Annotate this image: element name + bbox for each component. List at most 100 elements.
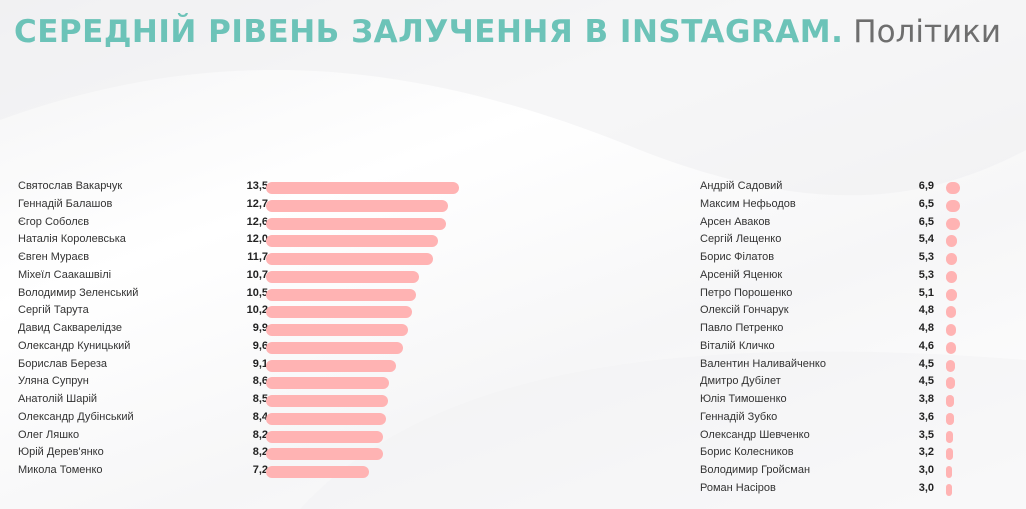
bar-category-label: Сергій Тарута	[18, 304, 89, 317]
title-sub: Політики	[853, 14, 1002, 50]
bar-value-label: 4,6	[918, 339, 934, 352]
bar-right-10	[946, 359, 956, 372]
bar-row: Дмитро Дубілет 4,5	[700, 373, 970, 391]
bar-value-label: 4,5	[918, 357, 934, 370]
bar-left-9	[266, 341, 404, 354]
bar-right-14	[946, 430, 954, 443]
bar-category-label: Микола Томенко	[18, 464, 103, 476]
bar-category-label: Уляна Супрун	[18, 375, 89, 388]
bar-row: Борислав Береза 9,1	[18, 356, 478, 374]
bar-right-13	[946, 412, 954, 425]
bar-value-label: 3,8	[918, 393, 934, 405]
bar-row: Олексій Гончарук 4,8	[700, 302, 970, 320]
bar-value-label: 9,1	[252, 357, 268, 370]
bar-row: Петро Порошенко 5,1	[700, 285, 970, 303]
bar-row: Давид Сакварелідзе 9,9	[18, 320, 478, 338]
bar-value-label: 10,5	[246, 286, 268, 299]
bar-left-2	[266, 217, 447, 230]
bar-category-label: Петро Порошенко	[700, 286, 793, 299]
bar-category-label: Павло Петренко	[700, 322, 784, 334]
bar-category-label: Віталій Кличко	[700, 339, 775, 352]
bar-value-label: 3,6	[918, 410, 934, 423]
bar-row: Борис Колесников 3,2	[700, 444, 970, 462]
bar-category-label: Євген Мураєв	[18, 251, 90, 263]
bar-value-label: 6,5	[918, 197, 934, 210]
bar-category-label: Анатолій Шарій	[18, 393, 98, 405]
bar-left-14	[266, 430, 384, 443]
title-main: СЕРЕДНІЙ РІВЕНЬ ЗАЛУЧЕННЯ В INSTAGRAM.	[14, 14, 844, 50]
bar-category-label: Борис Колесников	[700, 446, 794, 459]
bar-category-label: Юлія Тимошенко	[700, 393, 787, 405]
engagement-chart-left: Святослав Вакарчук 13,5 Геннадій Балашов 12…	[18, 178, 478, 480]
bar-value-label: 9,6	[252, 339, 268, 352]
bar-category-label: Сергій Лещенко	[700, 233, 782, 246]
bar-value-label: 5,3	[918, 268, 934, 281]
bar-right-16	[946, 466, 953, 478]
bar-left-3	[266, 235, 438, 248]
bar-row: Олександр Шевченко 3,5	[700, 427, 970, 445]
bar-right-11	[946, 377, 956, 390]
bar-category-label: Давид Сакварелідзе	[18, 322, 123, 334]
bar-right-1	[946, 199, 960, 212]
bar-value-label: 4,5	[918, 375, 934, 388]
bar-right-3	[946, 235, 958, 248]
bar-left-15	[266, 448, 384, 461]
bar-row: Микола Томенко 7,2	[18, 462, 478, 480]
bar-row: Олександр Дубінський 8,4	[18, 409, 478, 427]
bar-right-5	[946, 270, 958, 283]
bar-right-4	[946, 253, 958, 265]
bar-category-label: Валентин Наливайченко	[700, 357, 826, 370]
bar-left-11	[266, 377, 389, 390]
bar-value-label: 5,3	[918, 251, 934, 263]
bar-value-label: 13,5	[246, 180, 268, 192]
bar-right-12	[946, 395, 954, 407]
bar-row: Олег Ляшко 8,2	[18, 427, 478, 445]
bar-category-label: Олександр Шевченко	[700, 428, 810, 441]
bar-category-label: Борислав Береза	[18, 357, 108, 370]
bar-value-label: 3,0	[918, 464, 934, 476]
bar-category-label: Олексій Гончарук	[700, 304, 789, 317]
bar-value-label: 4,8	[918, 304, 934, 317]
bar-value-label: 9,9	[252, 322, 268, 334]
bar-row: Анатолій Шарій 8,5	[18, 391, 478, 409]
bar-category-label: Наталія Королевська	[18, 233, 126, 246]
bar-value-label: 6,9	[918, 180, 934, 192]
bar-row: Павло Петренко 4,8	[700, 320, 970, 338]
bar-row: Уляна Супрун 8,6	[18, 373, 478, 391]
bar-value-label: 12,7	[246, 197, 268, 210]
bar-row: Арсен Аваков 6,5	[700, 214, 970, 232]
bar-row: Віталій Кличко 4,6	[700, 338, 970, 356]
bar-category-label: Володимир Зеленський	[18, 286, 139, 299]
bar-left-7	[266, 306, 412, 319]
bar-value-label: 11,7	[247, 251, 268, 263]
bar-right-2	[946, 217, 960, 230]
bar-category-label: Борис Філатов	[700, 251, 775, 263]
bar-row: Валентин Наливайченко 4,5	[700, 356, 970, 374]
bar-category-label: Єгор Соболєв	[18, 215, 90, 228]
bar-right-17	[946, 483, 953, 496]
bar-right-8	[946, 324, 957, 336]
bar-category-label: Арсеній Яценюк	[700, 268, 783, 281]
bar-category-label: Олег Ляшко	[18, 428, 80, 441]
bar-value-label: 7,2	[252, 464, 268, 476]
bar-row: Олександр Куницький 9,6	[18, 338, 478, 356]
bar-value-label: 8,6	[252, 375, 268, 388]
bar-category-label: Дмитро Дубілет	[700, 375, 781, 388]
bar-value-label: 10,7	[246, 268, 268, 281]
bar-value-label: 3,2	[918, 446, 934, 459]
bar-value-label: 5,1	[918, 286, 934, 299]
bar-row: Роман Насіров 3,0	[700, 480, 970, 498]
bar-right-7	[946, 306, 957, 319]
bar-row: Борис Філатов 5,3	[700, 249, 970, 267]
bar-right-0	[946, 182, 961, 194]
bar-row: Володимир Зеленський 10,5	[18, 285, 478, 303]
bar-value-label: 12,0	[246, 233, 268, 246]
page-title: СЕРЕДНІЙ РІВЕНЬ ЗАЛУЧЕННЯ В INSTAGRAM. П…	[14, 12, 1001, 52]
bar-left-13	[266, 412, 387, 425]
bar-row: Єгор Соболєв 12,6	[18, 214, 478, 232]
bar-row: Володимир Гройсман 3,0	[700, 462, 970, 480]
bar-row: Геннадій Зубко 3,6	[700, 409, 970, 427]
bar-value-label: 8,4	[252, 410, 268, 423]
bar-value-label: 8,2	[252, 428, 268, 441]
bar-value-label: 10,2	[246, 304, 268, 317]
